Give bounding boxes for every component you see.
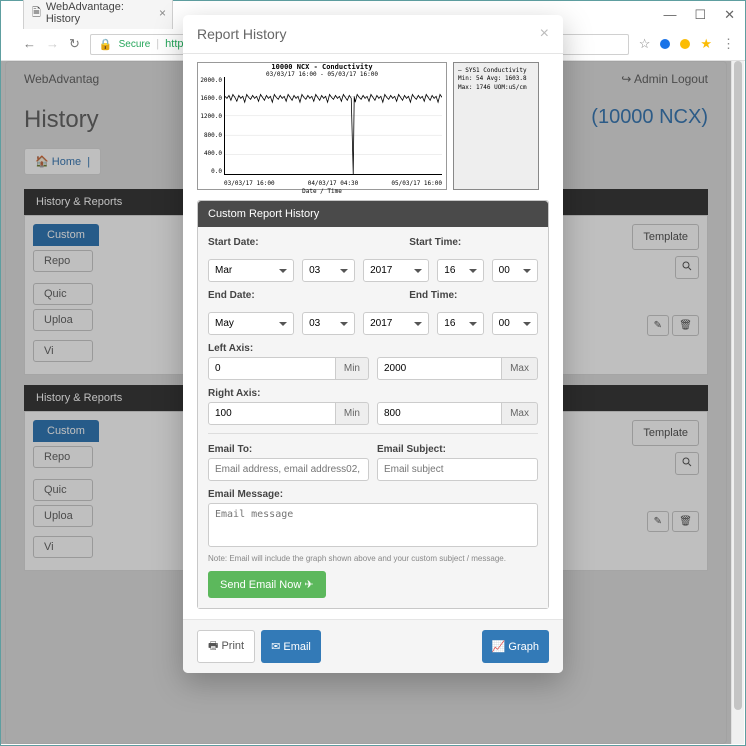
history-chart: 10000 NCX - Conductivity 03/03/17 16:00 … [197, 62, 447, 190]
chart-x-axis: 03/03/17 16:00 04/03/17 04:30 05/03/17 1… [224, 180, 442, 187]
chart-legend: — SYS1 Conductivity Min: 54 Avg: 1603.8 … [453, 62, 539, 190]
end-min-select[interactable]: 00 [492, 312, 538, 335]
right-axis-min-input[interactable] [208, 402, 336, 425]
send-email-button[interactable]: Send Email Now ✈ [208, 571, 326, 598]
panel-header: Custom Report History [198, 201, 548, 227]
custom-report-panel: Custom Report History Start Date: Start … [197, 200, 549, 609]
graph-button[interactable]: 📈 Graph [482, 630, 549, 663]
start-year-select[interactable]: 2017 [363, 259, 429, 282]
scroll-thumb[interactable] [734, 61, 742, 710]
minimize-icon[interactable]: — [663, 7, 676, 23]
right-axis-label: Right Axis: [208, 388, 538, 399]
left-axis-min-input[interactable] [208, 357, 336, 380]
close-window-icon[interactable]: ✕ [724, 7, 735, 23]
maximize-icon[interactable]: ☐ [694, 7, 706, 23]
left-axis-label: Left Axis: [208, 343, 538, 354]
email-to-label: Email To: [208, 444, 369, 455]
email-message-textarea[interactable] [208, 503, 538, 547]
bookmark-icon[interactable]: ☆ [639, 36, 651, 52]
menu-icon[interactable]: ⋮ [722, 36, 735, 52]
chart-x-axis-label: Date / Time [302, 188, 342, 195]
report-history-modal: Report History × 10000 NCX - Conductivit… [183, 15, 563, 673]
start-time-label: Start Time: [409, 237, 538, 248]
chart-icon: 📈 [492, 641, 506, 653]
back-icon[interactable]: ← [23, 36, 36, 52]
lock-icon: 🔒 [99, 38, 113, 51]
scrollbar[interactable] [731, 61, 744, 744]
browser-tab[interactable]: 🗎 WebAdvantage: History × [23, 0, 173, 29]
end-day-select[interactable]: 03 [302, 312, 355, 335]
left-axis-max-input[interactable] [377, 357, 502, 380]
end-time-label: End Time: [409, 290, 538, 301]
modal-close-icon[interactable]: × [540, 25, 549, 43]
start-min-select[interactable]: 00 [492, 259, 538, 282]
print-icon: 🖶 [208, 640, 218, 652]
ext-icon[interactable] [660, 39, 670, 49]
email-subject-label: Email Subject: [377, 444, 538, 455]
start-hour-select[interactable]: 16 [437, 259, 483, 282]
email-to-input[interactable] [208, 458, 369, 481]
print-button[interactable]: 🖶 Print [197, 630, 255, 663]
start-month-select[interactable]: Mar [208, 259, 294, 282]
tab-close-icon[interactable]: × [159, 6, 166, 20]
start-day-select[interactable]: 03 [302, 259, 355, 282]
forward-icon[interactable]: → [46, 36, 59, 52]
start-date-label: Start Date: [208, 237, 401, 248]
end-month-select[interactable]: May [208, 312, 294, 335]
email-subject-input[interactable] [377, 458, 538, 481]
chart-plot-area [224, 77, 442, 175]
end-year-select[interactable]: 2017 [363, 312, 429, 335]
reload-icon[interactable]: ↻ [69, 36, 80, 52]
email-note: Note: Email will include the graph shown… [208, 554, 538, 563]
chart-y-axis: 2000.01600.01200.0800.0400.00.0 [200, 77, 222, 175]
tab-title: WebAdvantage: History [46, 1, 144, 25]
end-hour-select[interactable]: 16 [437, 312, 483, 335]
email-button[interactable]: ✉ Email [261, 630, 321, 663]
email-message-label: Email Message: [208, 489, 538, 500]
page-icon: 🗎 [32, 4, 41, 23]
right-axis-max-input[interactable] [377, 402, 502, 425]
ext2-icon[interactable] [680, 39, 690, 49]
secure-label: Secure [119, 39, 151, 50]
fav-icon[interactable]: ★ [700, 36, 712, 52]
end-date-label: End Date: [208, 290, 401, 301]
envelope-icon: ✉ [271, 641, 280, 653]
modal-title: Report History [197, 26, 286, 42]
send-icon: ✈ [304, 579, 313, 591]
